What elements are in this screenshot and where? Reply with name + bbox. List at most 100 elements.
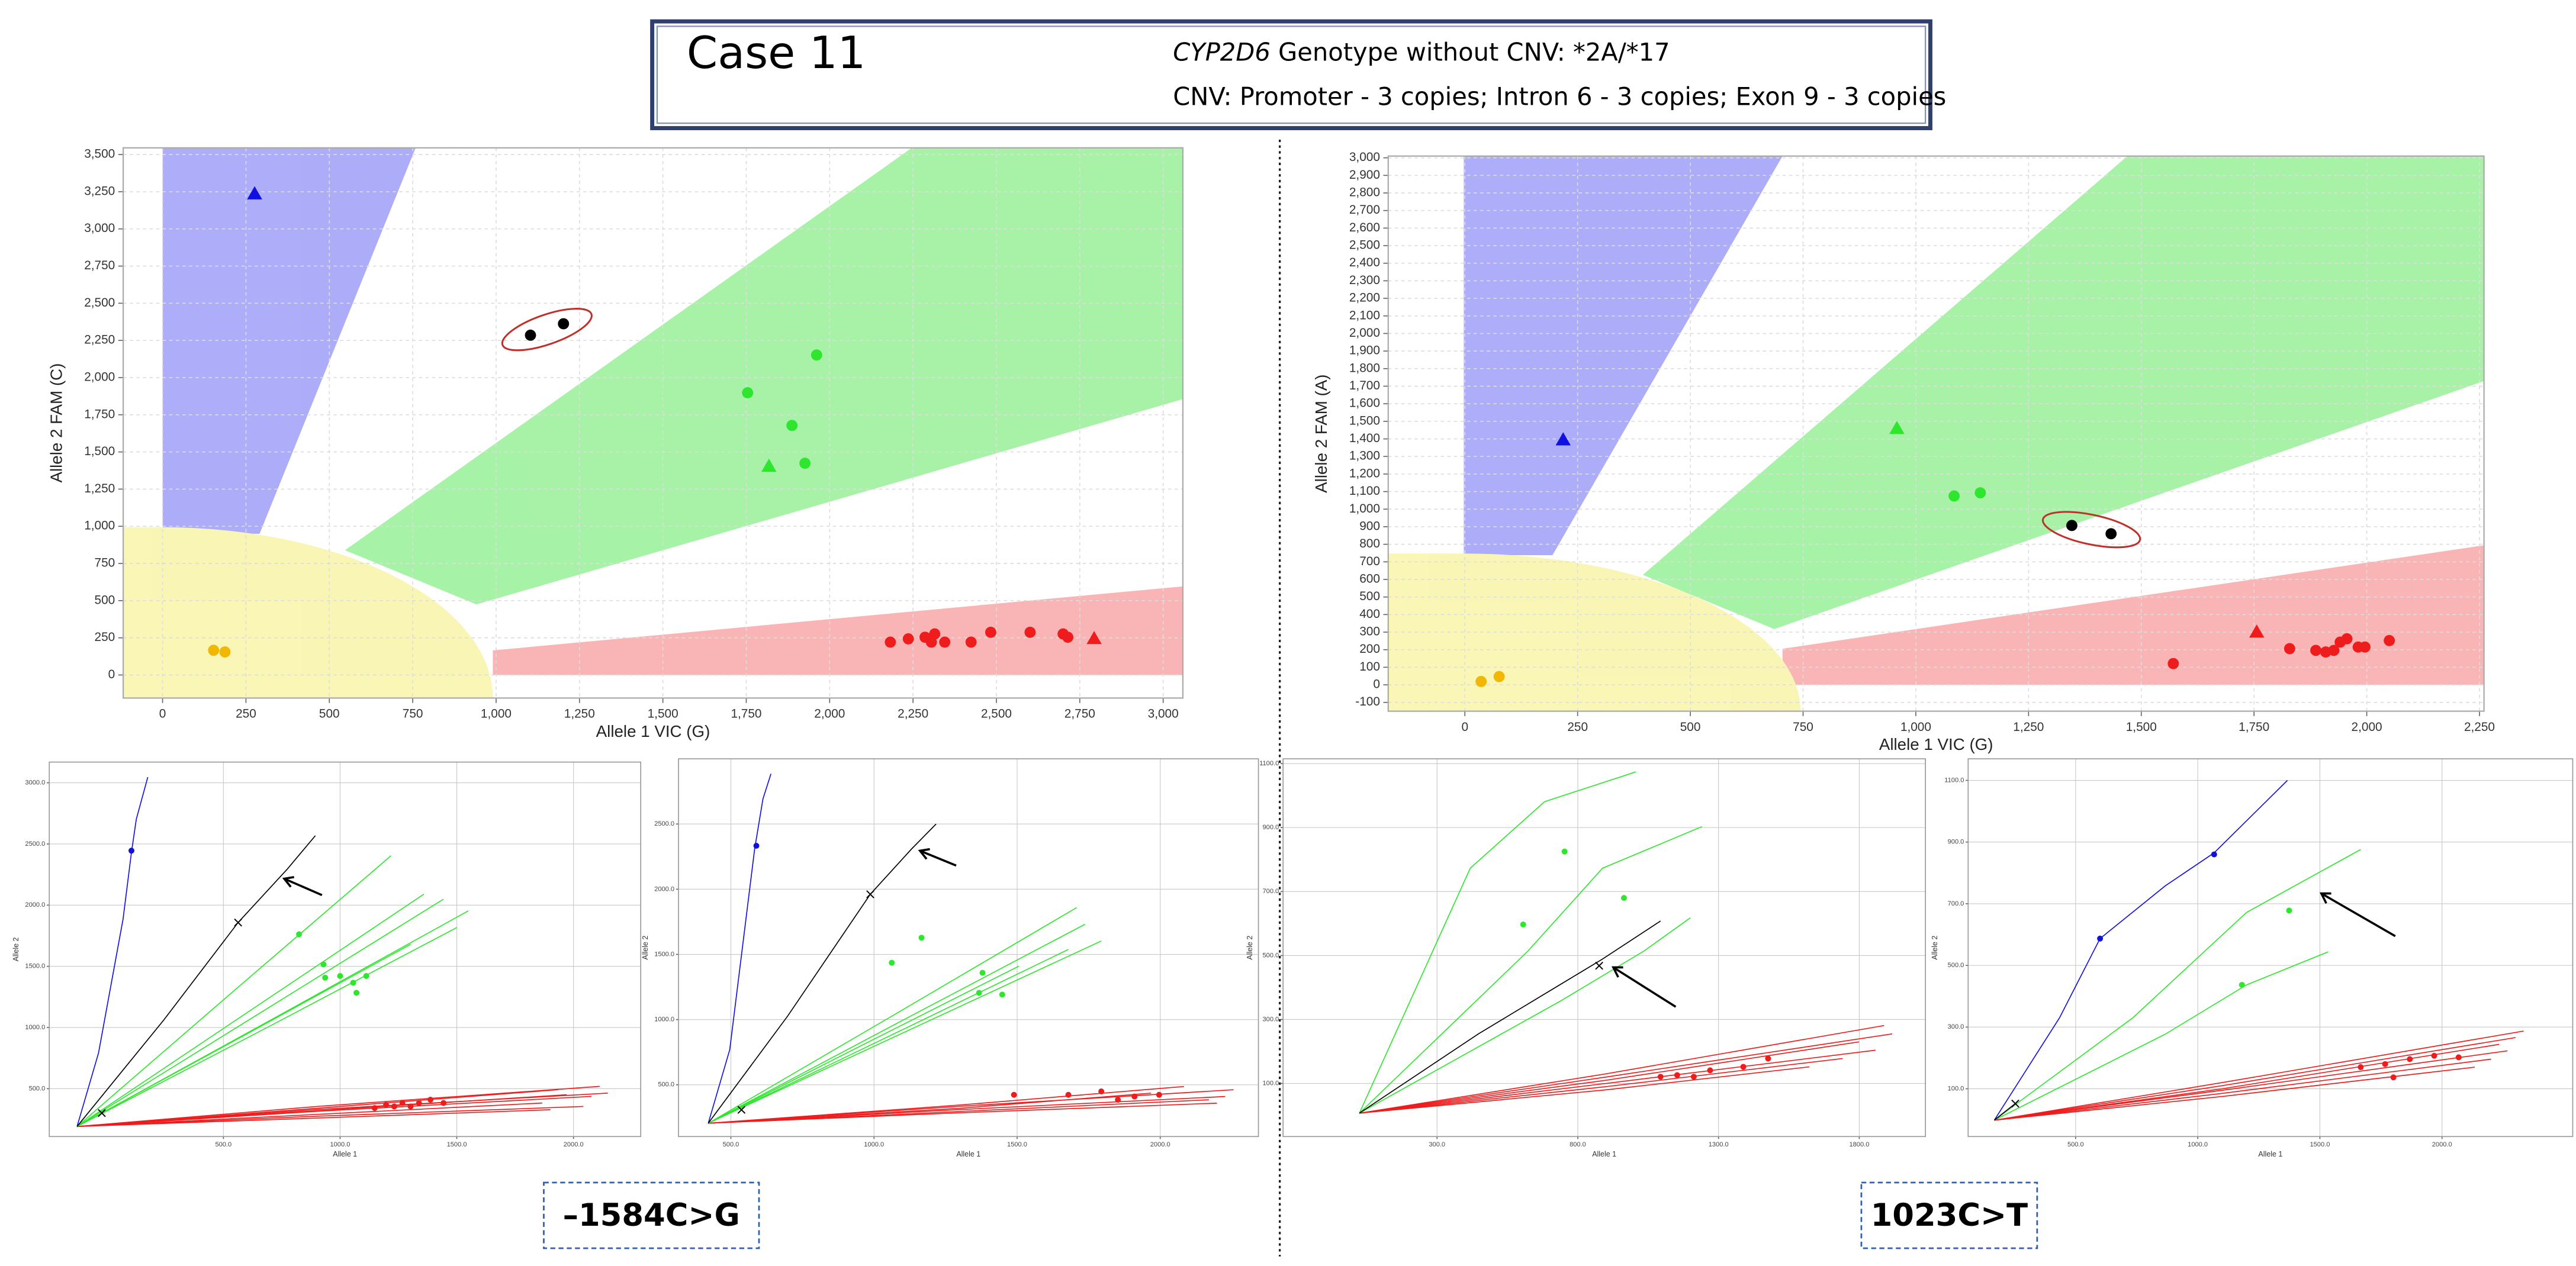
trace bbox=[1359, 1041, 1860, 1114]
y-tick-label: 900 bbox=[1359, 519, 1380, 533]
point bbox=[1765, 1055, 1771, 1062]
trace bbox=[1359, 826, 1702, 1114]
x-tick-label: 1,000 bbox=[1900, 720, 1931, 734]
y-tick-label: 1,750 bbox=[84, 407, 115, 421]
case-title: Case 11 bbox=[687, 27, 866, 79]
y-tick-label: 3,250 bbox=[84, 184, 115, 198]
trace bbox=[76, 894, 424, 1128]
trace bbox=[1359, 1049, 1876, 1114]
charts: 0 250 500 750 1,000 1,250 1,500 1,750 2,000 2,250… bbox=[12, 147, 2574, 1158]
x-tick-label: 800.0 bbox=[1570, 1141, 1586, 1148]
x-tick-label: 500 bbox=[1680, 720, 1701, 734]
point bbox=[1889, 421, 1905, 434]
y-tick-label: 3,000 bbox=[84, 221, 115, 235]
y-tick-label: 1,100 bbox=[1349, 484, 1380, 498]
point bbox=[2284, 643, 2295, 655]
y-tick-label: 500.0 bbox=[29, 1085, 46, 1092]
point bbox=[2105, 528, 2117, 540]
x-tick-label: 300.0 bbox=[1429, 1141, 1445, 1148]
x-axis-label: Allele 1 bbox=[1592, 1150, 1616, 1158]
trace bbox=[76, 777, 149, 1127]
point bbox=[799, 458, 811, 469]
y-axis-label: Allele 2 FAM (C) bbox=[47, 363, 65, 483]
x-tick-label: 1,250 bbox=[564, 707, 595, 721]
y-axis-label: Allele 2 bbox=[12, 937, 20, 961]
arrow bbox=[284, 877, 323, 897]
y-tick-label: 500.0 bbox=[1948, 962, 1964, 969]
point bbox=[965, 636, 977, 648]
point bbox=[1493, 671, 1505, 682]
trace bbox=[707, 907, 1077, 1124]
y-tick-label: 900.0 bbox=[1263, 824, 1279, 831]
trace bbox=[707, 774, 771, 1124]
plot-background bbox=[1283, 759, 1926, 1137]
point bbox=[2310, 645, 2321, 656]
x-tick-label: 1,500 bbox=[648, 707, 678, 721]
y-tick-label: 2,400 bbox=[1349, 256, 1380, 269]
x-tick-label: 1300.0 bbox=[1709, 1141, 1729, 1148]
x-tick-label: 500 bbox=[319, 707, 340, 721]
x-tick-label: 500.0 bbox=[2067, 1141, 2084, 1148]
y-axis-label: Allele 2 FAM (A) bbox=[1312, 374, 1330, 492]
point bbox=[1131, 1093, 1138, 1100]
point bbox=[1740, 1064, 1747, 1070]
trace bbox=[1994, 1058, 2491, 1121]
x-tick-label: 2,750 bbox=[1065, 707, 1095, 721]
point bbox=[2328, 645, 2340, 656]
y-tick-label: 100 bbox=[1359, 660, 1380, 674]
x-axis-label: Allele 1 VIC (G) bbox=[1879, 735, 1993, 753]
trace bbox=[77, 1102, 542, 1128]
header-box-inner bbox=[656, 25, 1927, 124]
point bbox=[2359, 641, 2371, 653]
point bbox=[2455, 1054, 2462, 1061]
arrow-head bbox=[282, 876, 294, 888]
x-tick-label: 1,000 bbox=[481, 707, 512, 721]
point bbox=[1657, 1074, 1664, 1080]
x-tick-label: 0 bbox=[1461, 720, 1468, 734]
point bbox=[1024, 626, 1036, 638]
plot-frame bbox=[1387, 155, 2485, 712]
x-tick-label: 250 bbox=[1567, 720, 1588, 734]
point bbox=[128, 848, 135, 854]
point bbox=[2341, 633, 2353, 645]
point bbox=[208, 645, 220, 656]
point bbox=[2382, 1061, 2388, 1067]
x-tick-label: 2000.0 bbox=[564, 1141, 584, 1148]
plot-frame bbox=[49, 761, 642, 1138]
point bbox=[1520, 921, 1526, 927]
x-tick-label: 3,000 bbox=[1148, 707, 1179, 721]
trace bbox=[77, 1106, 584, 1128]
y-tick-label: 2,250 bbox=[84, 333, 115, 347]
point bbox=[1555, 432, 1571, 446]
trace bbox=[1359, 771, 1636, 1114]
y-tick-label: 500 bbox=[95, 593, 115, 607]
point bbox=[811, 349, 822, 361]
y-tick-label: 200 bbox=[1359, 642, 1380, 656]
point bbox=[985, 626, 996, 638]
trace bbox=[708, 1093, 1152, 1124]
y-tick-label: 2,900 bbox=[1349, 168, 1380, 182]
y-tick-label: 2,000 bbox=[84, 370, 115, 384]
point bbox=[761, 458, 777, 472]
x-tick-label: 1000.0 bbox=[330, 1141, 350, 1148]
trace bbox=[1993, 779, 2288, 1121]
y-tick-label: 2500.0 bbox=[654, 820, 674, 827]
y-tick-label: 250 bbox=[95, 630, 115, 644]
point bbox=[786, 420, 798, 431]
trace bbox=[707, 949, 1069, 1124]
x-tick-label: 1,750 bbox=[2239, 720, 2269, 734]
point bbox=[889, 959, 895, 966]
point bbox=[979, 969, 986, 976]
trace bbox=[76, 927, 457, 1128]
y-tick-label: 2,300 bbox=[1349, 273, 1380, 287]
region-green bbox=[345, 147, 1183, 605]
point bbox=[2407, 1056, 2413, 1062]
plot-frame bbox=[1282, 758, 1926, 1138]
y-tick-label: 2,100 bbox=[1349, 308, 1380, 322]
plot-background bbox=[678, 759, 1259, 1137]
point bbox=[902, 633, 914, 645]
y-tick-label: 1100.0 bbox=[1944, 777, 1964, 784]
point bbox=[1156, 1091, 1162, 1098]
point bbox=[1595, 961, 1603, 970]
arrow bbox=[2320, 893, 2396, 938]
